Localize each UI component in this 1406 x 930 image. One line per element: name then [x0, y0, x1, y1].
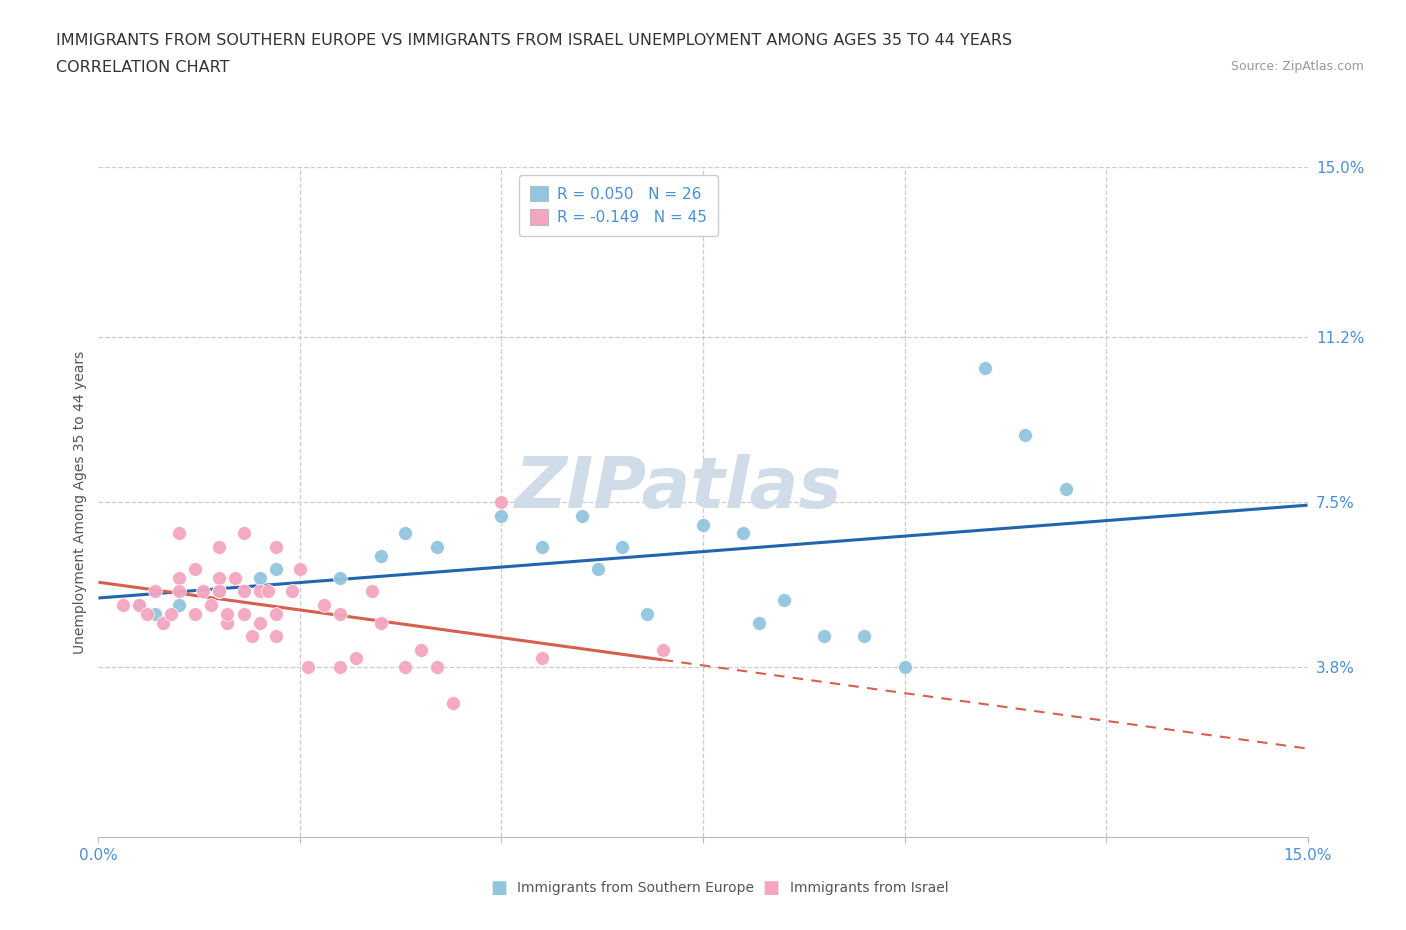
Point	[530, 539, 553, 554]
Point	[128, 597, 150, 612]
Point	[297, 660, 319, 675]
Point	[256, 584, 278, 599]
Point	[370, 549, 392, 564]
Point	[281, 584, 304, 599]
Point	[184, 606, 207, 621]
Point	[152, 616, 174, 631]
Point	[370, 616, 392, 631]
Point	[249, 616, 271, 631]
Point	[491, 508, 513, 523]
Text: ■: ■	[491, 879, 508, 897]
Point	[232, 584, 254, 599]
Point	[264, 539, 287, 554]
Point	[193, 584, 215, 599]
Point	[692, 517, 714, 532]
Point	[160, 606, 183, 621]
Point	[853, 629, 876, 644]
Text: Source: ZipAtlas.com: Source: ZipAtlas.com	[1230, 60, 1364, 73]
Text: Immigrants from Israel: Immigrants from Israel	[790, 881, 949, 896]
Point	[426, 539, 449, 554]
Point	[264, 562, 287, 577]
Point	[167, 526, 190, 541]
Point	[208, 584, 231, 599]
Point	[167, 584, 190, 599]
Point	[1054, 482, 1077, 497]
Point	[224, 571, 246, 586]
Point	[135, 606, 157, 621]
Point	[232, 526, 254, 541]
Point	[217, 616, 239, 631]
Point	[329, 606, 352, 621]
Point	[143, 606, 166, 621]
Point	[264, 606, 287, 621]
Point	[441, 696, 464, 711]
Point	[217, 606, 239, 621]
Point	[143, 584, 166, 599]
Point	[249, 571, 271, 586]
Point	[111, 597, 134, 612]
Text: IMMIGRANTS FROM SOUTHERN EUROPE VS IMMIGRANTS FROM ISRAEL UNEMPLOYMENT AMONG AGE: IMMIGRANTS FROM SOUTHERN EUROPE VS IMMIG…	[56, 33, 1012, 47]
Point	[974, 361, 997, 376]
Point	[208, 539, 231, 554]
Legend: R = 0.050   N = 26, R = -0.149   N = 45: R = 0.050 N = 26, R = -0.149 N = 45	[519, 175, 717, 236]
Point	[1014, 428, 1036, 443]
Point	[208, 584, 231, 599]
Point	[329, 571, 352, 586]
Point	[288, 562, 311, 577]
Point	[232, 606, 254, 621]
Point	[586, 562, 609, 577]
Point	[571, 508, 593, 523]
Point	[651, 642, 673, 657]
Point	[167, 571, 190, 586]
Point	[893, 660, 915, 675]
Point	[264, 629, 287, 644]
Point	[314, 597, 336, 612]
Point	[184, 562, 207, 577]
Text: CORRELATION CHART: CORRELATION CHART	[56, 60, 229, 75]
Point	[772, 593, 794, 608]
Point	[426, 660, 449, 675]
Point	[249, 584, 271, 599]
Point	[409, 642, 432, 657]
Text: Immigrants from Southern Europe: Immigrants from Southern Europe	[517, 881, 755, 896]
Y-axis label: Unemployment Among Ages 35 to 44 years: Unemployment Among Ages 35 to 44 years	[73, 351, 87, 654]
Point	[491, 495, 513, 510]
Point	[636, 606, 658, 621]
Point	[612, 539, 634, 554]
Point	[748, 616, 770, 631]
Point	[394, 526, 416, 541]
Point	[200, 597, 222, 612]
Point	[394, 660, 416, 675]
Point	[733, 526, 755, 541]
Point	[530, 651, 553, 666]
Text: ZIPatlas: ZIPatlas	[515, 455, 842, 524]
Point	[128, 597, 150, 612]
Point	[167, 597, 190, 612]
Point	[329, 660, 352, 675]
Point	[344, 651, 367, 666]
Point	[240, 629, 263, 644]
Point	[813, 629, 835, 644]
Point	[361, 584, 384, 599]
Point	[208, 571, 231, 586]
Text: ■: ■	[762, 879, 779, 897]
